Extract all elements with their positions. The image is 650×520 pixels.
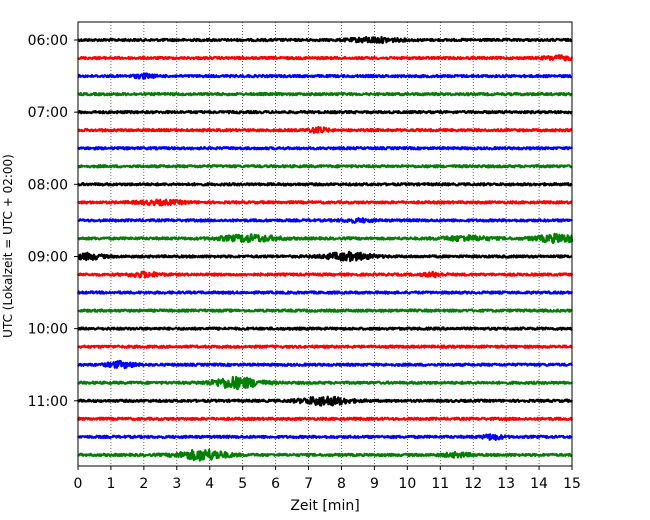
trace-line: [77, 54, 574, 62]
x-tick-label: 0: [74, 476, 83, 492]
trace-line: [77, 448, 573, 462]
trace-line: [77, 91, 573, 97]
x-tick-label: 14: [530, 476, 548, 492]
x-tick-label: 13: [497, 476, 515, 492]
x-tick-label: 1: [106, 476, 115, 492]
plot-frame: [77, 21, 573, 467]
trace-line: [76, 290, 574, 295]
x-tick-label: 12: [464, 476, 482, 492]
x-tick-label: 2: [139, 476, 148, 492]
y-tick-label: 09:00: [28, 249, 68, 265]
x-tick-label: 8: [337, 476, 346, 492]
x-tick-label: 10: [398, 476, 416, 492]
y-tick-label: 10:00: [28, 322, 68, 338]
trace-line: [76, 270, 574, 279]
trace-line: [77, 232, 574, 245]
trace-line: [77, 433, 573, 441]
y-tick-label: 06:00: [28, 33, 68, 49]
x-tick-label: 11: [431, 476, 449, 492]
trace-line: [76, 146, 573, 151]
trace-line: [76, 416, 573, 422]
x-tick-label: 15: [563, 476, 581, 492]
x-tick-label: 5: [238, 476, 247, 492]
vertical-grid: [110, 22, 540, 466]
trace-line: [77, 250, 573, 263]
x-axis-title: Zeit [min]: [290, 498, 359, 514]
trace-line: [77, 217, 573, 224]
trace-line: [77, 182, 573, 187]
trace-line: [77, 344, 573, 349]
trace-line: [77, 375, 573, 391]
trace-line: [77, 125, 573, 134]
y-tick-label: 07:00: [28, 105, 68, 121]
trace-group: [76, 35, 574, 462]
trace-line: [77, 109, 573, 115]
trace-line: [76, 326, 573, 331]
y-tick-label: 08:00: [28, 177, 68, 193]
x-tick-label: 9: [370, 476, 379, 492]
trace-line: [77, 72, 573, 80]
x-tick-label: 6: [271, 476, 280, 492]
x-axis: 0 1 2 3 4 5 6 7 8 9 10 11 12 13 14 15: [74, 466, 581, 492]
x-tick-label: 7: [304, 476, 313, 492]
x-tick-label: 4: [205, 476, 214, 492]
trace-line: [76, 395, 574, 407]
trace-line: [77, 308, 573, 313]
trace-line: [77, 359, 574, 370]
y-tick-label: 11:00: [28, 394, 68, 410]
y-axis-title: UTC (Lokalzeit = UTC + 02:00): [1, 154, 15, 338]
y-axis: 06:00 07:00 08:00 09:00 10:00 11:00: [28, 33, 78, 410]
trace-line: [77, 164, 573, 169]
x-tick-label: 3: [172, 476, 181, 492]
trace-line: [77, 35, 573, 45]
trace-line: [77, 198, 573, 207]
